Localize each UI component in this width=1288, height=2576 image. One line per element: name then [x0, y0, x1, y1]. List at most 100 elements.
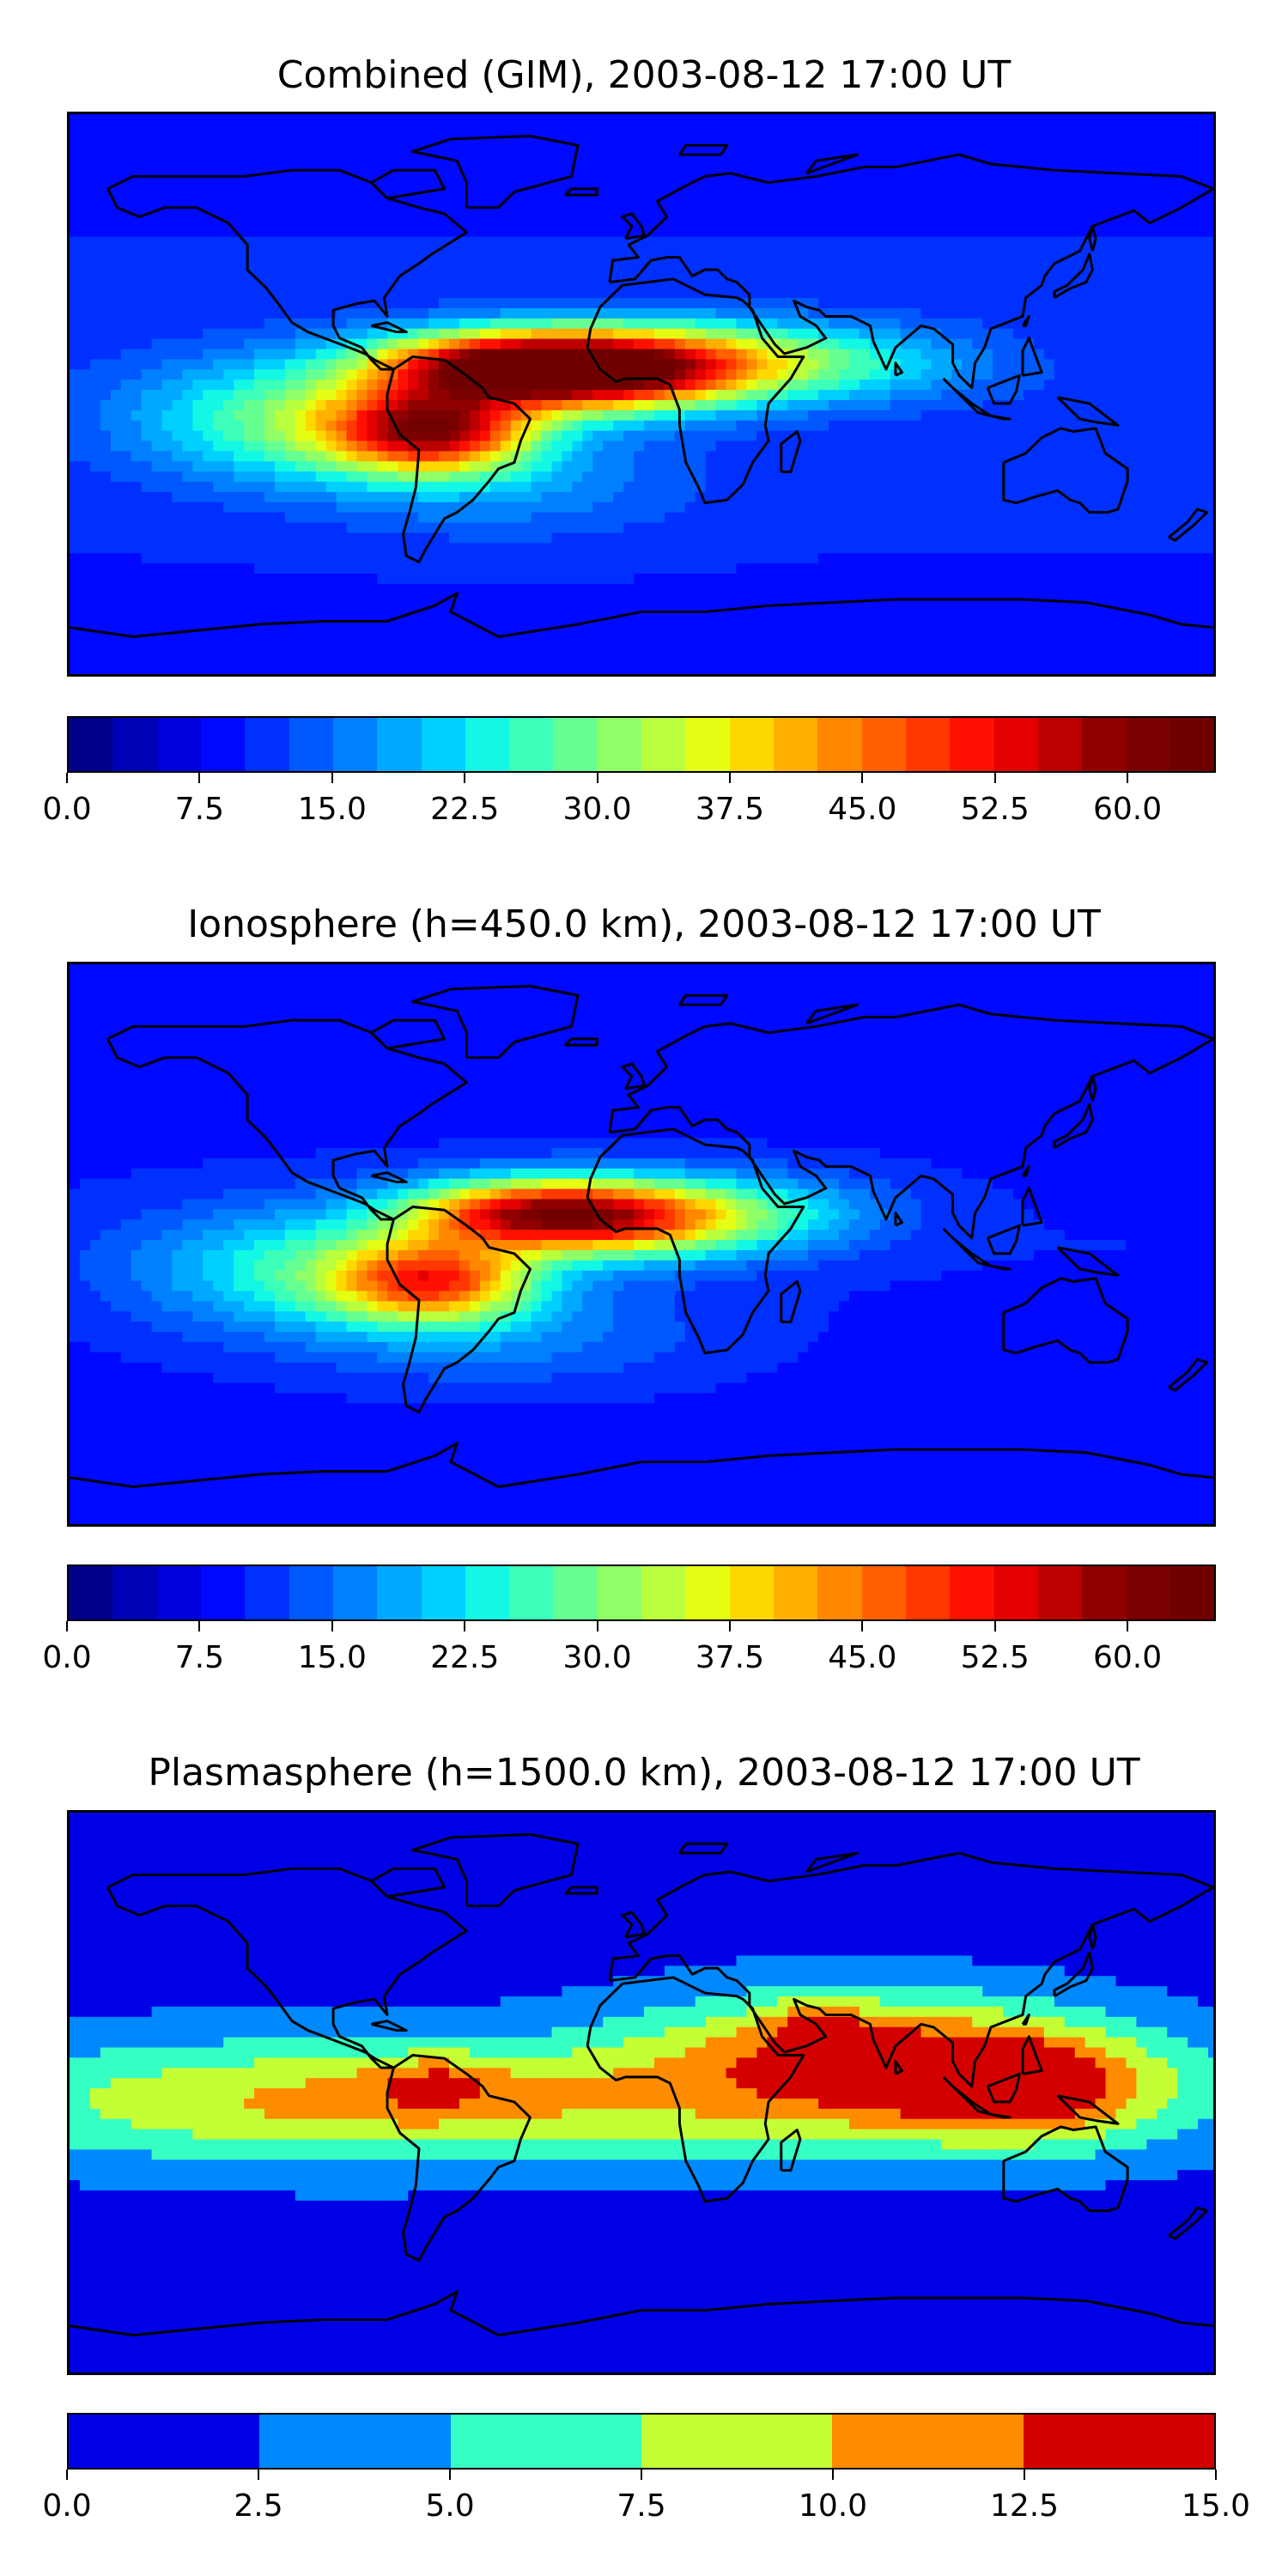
heatmap-cell [520, 501, 532, 513]
heatmap-cell [141, 369, 153, 380]
heatmap-cell [203, 553, 214, 564]
heatmap-cell [244, 114, 255, 125]
heatmap-cell [500, 563, 512, 574]
heatmap-cell [592, 196, 604, 207]
heatmap-cell [541, 338, 553, 350]
heatmap-cell [1136, 328, 1147, 340]
heatmap-cell [1105, 349, 1117, 360]
heatmap-cell [1033, 451, 1045, 462]
heatmap-cell [1208, 369, 1213, 380]
heatmap-cell [469, 144, 481, 156]
heatmap-cell [244, 216, 255, 228]
heatmap-cell [449, 430, 460, 442]
heatmap-cell [479, 563, 491, 574]
heatmap-cell [356, 543, 368, 554]
heatmap-cell [582, 175, 593, 186]
heatmap-cell [284, 226, 296, 238]
heatmap-cell [356, 185, 368, 197]
heatmap-cell [223, 298, 234, 309]
heatmap-cell [941, 399, 952, 411]
heatmap-cell [1146, 440, 1157, 452]
heatmap-cell [367, 144, 378, 156]
heatmap-cell [1043, 288, 1055, 299]
heatmap-cell [70, 461, 81, 472]
heatmap-cell [756, 430, 768, 442]
heatmap-cell [377, 380, 388, 391]
heatmap-cell [1177, 491, 1188, 503]
heatmap-cell [479, 369, 491, 380]
heatmap-cell [777, 328, 788, 340]
heatmap-cell [356, 236, 368, 248]
heatmap-cell [1105, 399, 1117, 411]
heatmap-cell [705, 257, 717, 268]
heatmap-cell [449, 318, 460, 330]
heatmap-cell [562, 246, 573, 258]
heatmap-cell [131, 359, 143, 370]
heatmap-cell [1157, 532, 1168, 544]
heatmap-cell [254, 267, 265, 278]
heatmap-cell [838, 440, 850, 452]
heatmap-cell [131, 338, 143, 350]
heatmap-cell [439, 196, 450, 207]
heatmap-cell [284, 114, 296, 125]
heatmap-cell [951, 553, 963, 564]
heatmap-cell [1188, 359, 1199, 370]
heatmap-cell [213, 155, 224, 167]
heatmap-cell [674, 491, 686, 503]
heatmap-cell [736, 359, 748, 370]
heatmap-cell [192, 359, 204, 370]
heatmap-cell [79, 307, 91, 319]
heatmap-cell [643, 196, 655, 207]
heatmap-cell [890, 307, 902, 319]
heatmap-cell [1074, 307, 1086, 319]
heatmap-cell [1064, 206, 1076, 217]
heatmap-cell [1136, 267, 1147, 278]
heatmap-cell [346, 553, 358, 564]
heatmap-cell [479, 257, 491, 268]
heatmap-cell [479, 532, 491, 544]
heatmap-cell [1105, 298, 1117, 309]
heatmap-cell [79, 277, 91, 289]
heatmap-cell [962, 359, 973, 370]
heatmap-cell [664, 328, 676, 340]
heatmap-cell [325, 267, 337, 278]
heatmap-cell [551, 390, 563, 401]
heatmap-cell [1003, 165, 1014, 176]
heatmap-cell [387, 134, 398, 146]
heatmap-cell [848, 257, 860, 268]
heatmap-cell [982, 257, 993, 268]
heatmap-cell [305, 491, 317, 503]
heatmap-cell [213, 318, 224, 330]
heatmap-cell [736, 501, 748, 513]
heatmap-cell [100, 420, 112, 432]
heatmap-cell [1167, 501, 1178, 513]
heatmap-cell [993, 543, 1004, 554]
heatmap-cell [377, 522, 388, 534]
heatmap-cell [254, 553, 265, 564]
heatmap-cell [592, 338, 604, 350]
heatmap-cell [890, 226, 902, 238]
heatmap-cell [1146, 410, 1157, 422]
heatmap-cell [510, 328, 522, 340]
heatmap-cell [879, 226, 891, 238]
heatmap-cell [982, 185, 993, 197]
heatmap-cell [89, 522, 101, 534]
heatmap-cell [603, 532, 614, 544]
heatmap-cell [408, 430, 419, 442]
heatmap-cell [951, 196, 963, 207]
heatmap-cell [1084, 491, 1097, 503]
heatmap-cell [325, 501, 337, 513]
heatmap-cell [643, 155, 655, 167]
heatmap-cell [284, 318, 296, 330]
heatmap-cell [715, 553, 727, 564]
heatmap-cell [941, 246, 952, 258]
heatmap-cell [398, 471, 409, 483]
heatmap-cell [1157, 155, 1168, 167]
heatmap-cell [1013, 553, 1024, 564]
heatmap-cell [428, 491, 440, 503]
heatmap-cell [1074, 532, 1086, 544]
heatmap-cell [244, 288, 255, 299]
heatmap-cell [664, 461, 676, 472]
heatmap-cell [500, 288, 512, 299]
heatmap-cell [254, 226, 265, 238]
